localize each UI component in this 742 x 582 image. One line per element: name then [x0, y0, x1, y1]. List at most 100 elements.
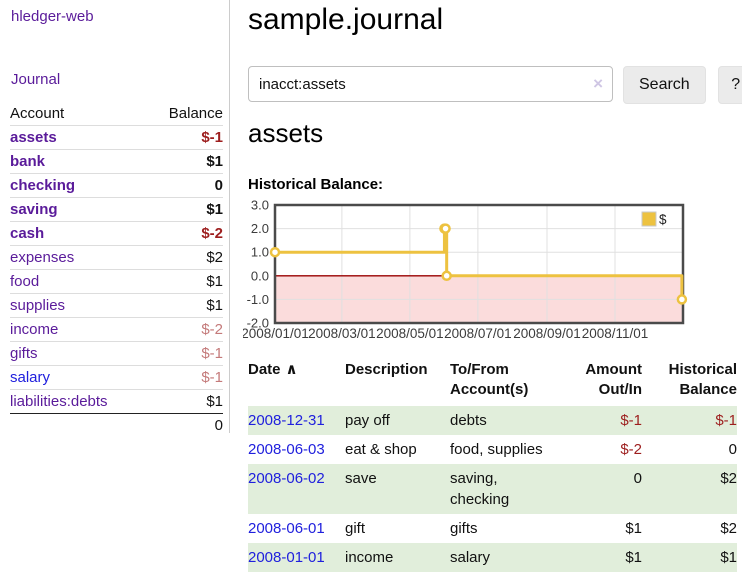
account-link-expenses[interactable]: expenses	[10, 249, 75, 266]
account-balance: $1	[206, 393, 223, 410]
transaction-accounts: saving, checking	[450, 470, 510, 508]
sidebar-item-journal[interactable]: Journal	[11, 71, 61, 88]
chart-title: Historical Balance:	[248, 176, 384, 193]
account-balance: $-1	[201, 129, 223, 146]
account-link-assets[interactable]: assets	[10, 129, 57, 146]
account-balance: $-2	[201, 321, 223, 338]
account-balance: $2	[206, 249, 223, 266]
transaction-description: save	[345, 470, 377, 487]
transaction-description: pay off	[345, 412, 390, 429]
transaction-balance: $2	[720, 470, 737, 487]
account-row: saving $1	[10, 198, 223, 222]
register-table: Date ∧ Description To/From Account(s) Amo…	[248, 356, 737, 572]
search-button[interactable]: Search	[623, 66, 706, 104]
account-link-checking[interactable]: checking	[10, 177, 76, 194]
transaction-date-link[interactable]: 2008-01-01	[248, 549, 325, 566]
svg-text:2008/11/01: 2008/11/01	[582, 326, 649, 341]
accounts-total-balance: 0	[214, 417, 223, 434]
clear-search-icon[interactable]: ×	[593, 74, 603, 93]
transaction-amount: $1	[625, 549, 642, 566]
accounts-total-row: 0	[10, 413, 223, 438]
account-row: income $-2	[10, 318, 223, 342]
search-input[interactable]	[248, 66, 613, 102]
svg-text:-1.0: -1.0	[247, 292, 269, 307]
svg-text:3.0: 3.0	[251, 200, 269, 213]
transaction-description: income	[345, 549, 394, 566]
transaction-date-link[interactable]: 2008-06-02	[248, 470, 325, 487]
register-row: 2008-06-03 eat & shop food, supplies $-2…	[248, 435, 737, 464]
account-balance: $1	[206, 153, 223, 170]
sidebar: hledger-web Journal Account Balance asse…	[0, 0, 230, 434]
account-balance: $1	[206, 273, 223, 290]
transaction-balance: 0	[728, 441, 737, 458]
account-link-liabilities-debts[interactable]: liabilities:debts	[10, 393, 108, 410]
transaction-description: gift	[345, 520, 366, 537]
transaction-balance: $2	[720, 520, 737, 537]
brand-link[interactable]: hledger-web	[11, 8, 94, 25]
help-button[interactable]: ?	[717, 66, 742, 104]
register-col-date[interactable]: Date ∧	[248, 356, 345, 406]
transaction-amount: $-1	[620, 412, 642, 429]
account-link-saving[interactable]: saving	[10, 201, 58, 218]
register-col-amount: Amount Out/In	[585, 361, 642, 398]
account-balance: $-1	[201, 369, 223, 386]
svg-text:2008/09/01: 2008/09/01	[513, 326, 581, 341]
account-balance: $1	[206, 201, 223, 218]
account-row: supplies $1	[10, 294, 223, 318]
transaction-amount: $-2	[620, 441, 642, 458]
account-row: checking 0	[10, 174, 223, 198]
accounts-table: Account Balance assets $-1 bank $1 check…	[10, 102, 223, 437]
account-link-cash[interactable]: cash	[10, 225, 45, 242]
svg-text:2.0: 2.0	[251, 221, 269, 236]
account-link-food[interactable]: food	[10, 273, 40, 290]
svg-text:2008/01/01: 2008/01/01	[243, 326, 309, 341]
account-link-gifts[interactable]: gifts	[10, 345, 38, 362]
search-form: × Search ?	[248, 66, 742, 104]
transaction-date-link[interactable]: 2008-12-31	[248, 412, 325, 429]
account-link-bank[interactable]: bank	[10, 153, 46, 170]
transaction-balance: $-1	[715, 412, 737, 429]
transaction-amount: $1	[625, 520, 642, 537]
search-box: ×	[248, 66, 613, 102]
transaction-accounts: salary	[450, 549, 491, 566]
svg-text:2008/03/01: 2008/03/01	[308, 326, 376, 341]
register-row: 2008-06-02 save saving, checking 0 $2	[248, 464, 737, 514]
account-heading: assets	[248, 118, 324, 148]
transaction-amount: 0	[633, 470, 642, 487]
account-row: liabilities:debts $1	[10, 390, 223, 414]
account-row: food $1	[10, 270, 223, 294]
svg-text:2008/07/01: 2008/07/01	[444, 326, 512, 341]
accounts-header-row: Account Balance	[10, 102, 223, 126]
transaction-accounts: debts	[450, 412, 487, 429]
account-row: gifts $-1	[10, 342, 223, 366]
account-row: cash $-2	[10, 222, 223, 246]
account-balance: $-2	[201, 225, 223, 242]
svg-text:-2.0: -2.0	[247, 316, 269, 331]
transaction-date-link[interactable]: 2008-06-01	[248, 520, 325, 537]
transaction-accounts: food, supplies	[450, 441, 543, 458]
account-row: bank $1	[10, 150, 223, 174]
register-row: 2008-12-31 pay off debts $-1 $-1	[248, 406, 737, 435]
account-link-salary[interactable]: salary	[10, 369, 51, 386]
accounts-col-account: Account	[10, 105, 65, 122]
svg-text:1.0: 1.0	[251, 245, 269, 260]
transaction-accounts: gifts	[450, 520, 478, 537]
account-row: expenses $2	[10, 246, 223, 270]
transaction-date-link[interactable]: 2008-06-03	[248, 441, 325, 458]
account-balance: $1	[206, 297, 223, 314]
register-row: 2008-06-01 gift gifts $1 $2	[248, 514, 737, 543]
historical-balance-chart: 3.0 2.0 1.0 0.0 -1.0 -2.0 2008/01/01 2008/03/01…	[241, 198, 690, 350]
register-header-row: Date ∧ Description To/From Account(s) Amo…	[248, 356, 737, 406]
sort-ascending-icon: ∧	[285, 361, 298, 378]
page-title: sample.journal	[248, 3, 444, 36]
account-link-supplies[interactable]: supplies	[10, 297, 66, 314]
account-link-income[interactable]: income	[10, 321, 59, 338]
account-row: salary $-1	[10, 366, 223, 390]
account-balance: 0	[214, 177, 223, 194]
account-balance: $-1	[201, 345, 223, 362]
register-col-description: Description	[345, 361, 428, 378]
account-row: assets $-1	[10, 126, 223, 150]
date-col-label: Date	[248, 361, 281, 378]
